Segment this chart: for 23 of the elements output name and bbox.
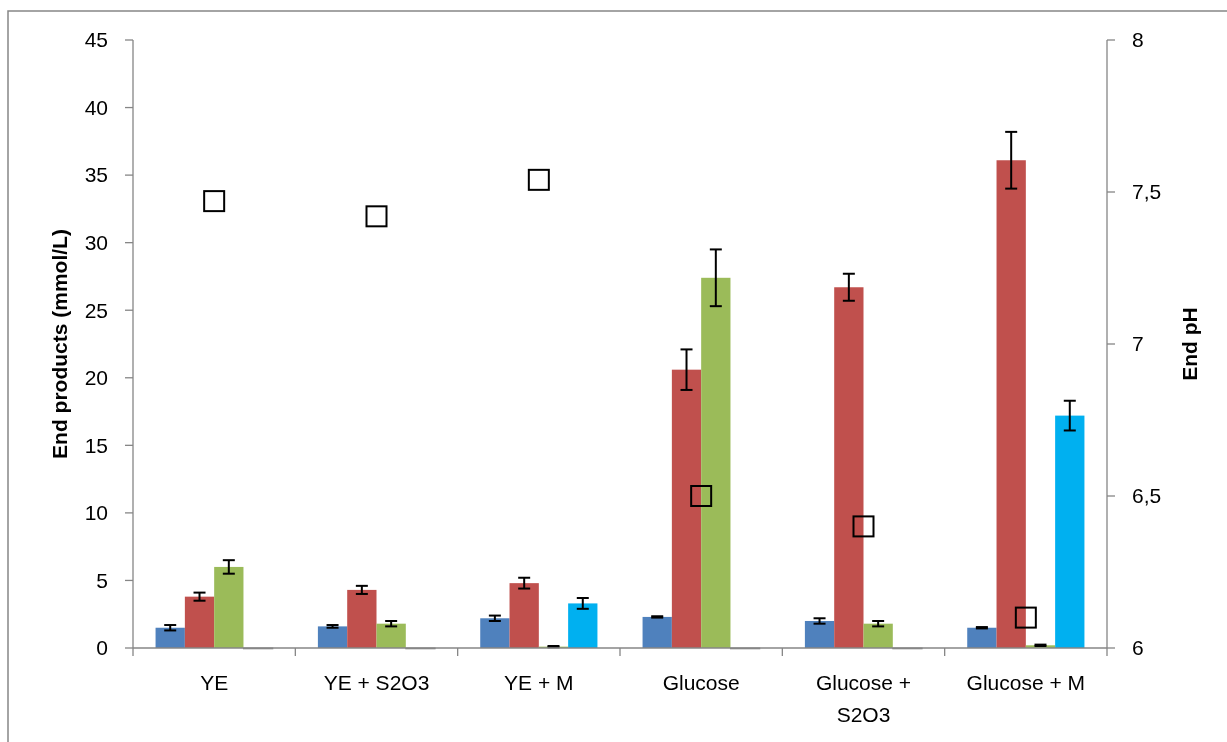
y2-tick-label: 6: [1132, 636, 1144, 660]
x-tick-label: YE: [200, 671, 229, 694]
y2-tick-label: 7: [1132, 332, 1144, 356]
y-tick-label: 30: [84, 231, 108, 255]
y2-tick-label: 7,5: [1132, 180, 1162, 204]
y2-axis-title: End pH: [1178, 307, 1201, 381]
y-tick-label: 45: [84, 28, 108, 52]
x-tick-label: Glucose + S2O3: [815, 671, 912, 726]
x-tick-label: YE + M: [504, 671, 574, 694]
y-tick-label: 15: [84, 433, 108, 457]
y-tick-label: 35: [84, 163, 108, 187]
y-tick-label: 20: [84, 366, 108, 390]
y-axis-title: End products (mmol/L): [48, 229, 71, 459]
y2-tick-label: 6,5: [1132, 484, 1162, 508]
y-tick-label: 40: [84, 95, 108, 119]
y-tick-label: 5: [96, 568, 108, 592]
y-tick-label: 10: [84, 501, 108, 525]
x-tick-label: Glucose + M: [966, 671, 1086, 694]
y-tick-label: 25: [84, 298, 108, 322]
y-tick-label: 0: [96, 636, 108, 660]
x-tick-label: YE + S2O3: [323, 671, 430, 694]
y2-tick-label: 8: [1132, 28, 1144, 52]
x-tick-label: Glucose: [662, 671, 740, 694]
